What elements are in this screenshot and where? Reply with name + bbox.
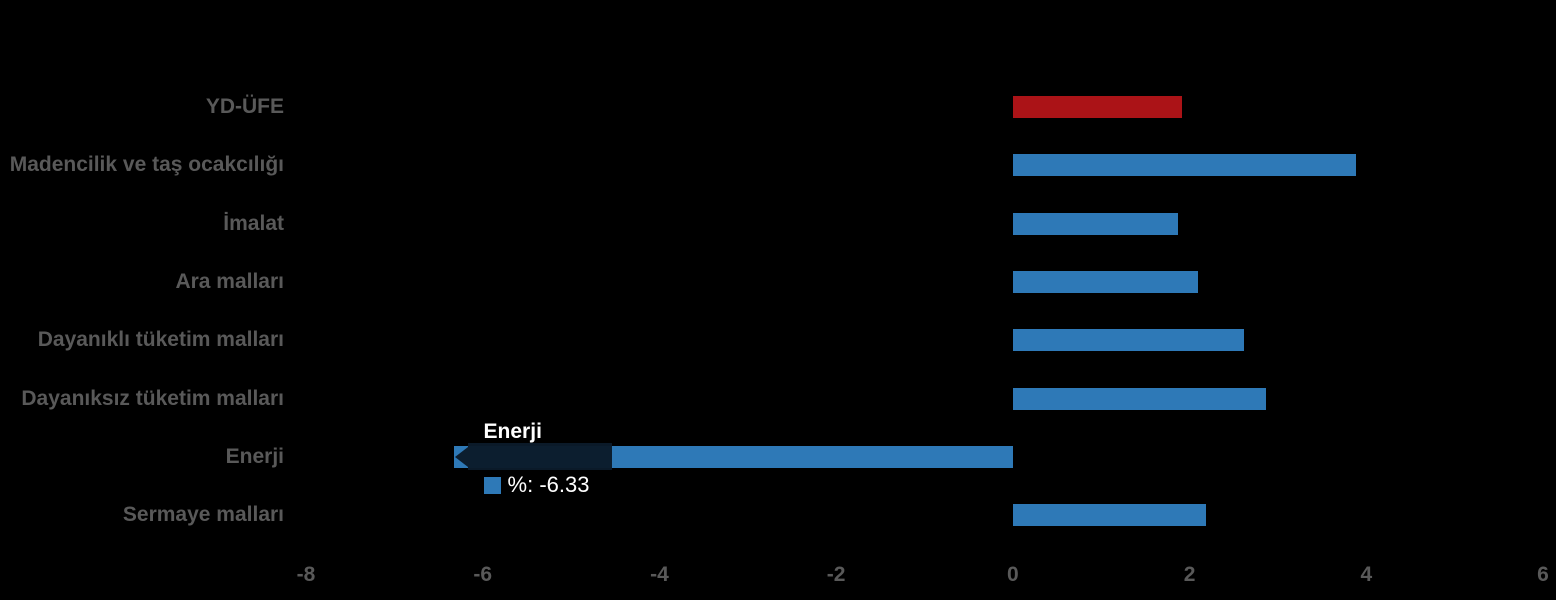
tooltip-box xyxy=(467,443,612,471)
x-tick-label: -4 xyxy=(650,563,669,586)
tooltip-series-swatch xyxy=(483,476,501,494)
bar[interactable] xyxy=(1012,329,1245,352)
tooltip-title: Enerji xyxy=(483,420,542,444)
x-tick-label: 4 xyxy=(1360,563,1373,586)
x-tick-label: 0 xyxy=(1007,563,1019,586)
x-tick-label: -8 xyxy=(296,563,316,586)
bar[interactable] xyxy=(1012,387,1267,410)
category-label: YD-ÜFE xyxy=(205,95,284,118)
category-label: Enerji xyxy=(225,444,284,468)
x-tick-label: 6 xyxy=(1537,563,1549,586)
x-tick-label: -6 xyxy=(473,563,493,586)
tooltip-value-row: %: -6.33 xyxy=(483,472,590,498)
bar[interactable] xyxy=(1012,96,1182,118)
category-label: İmalat xyxy=(223,211,284,235)
category-label: Ara malları xyxy=(175,269,284,293)
category-label: Sermaye malları xyxy=(122,503,284,527)
bar[interactable] xyxy=(1012,270,1199,293)
bar[interactable] xyxy=(1012,212,1179,235)
category-label: Dayanıklı tüketim malları xyxy=(37,328,284,352)
bar[interactable] xyxy=(1012,154,1356,177)
tooltip-value: %: -6.33 xyxy=(507,472,590,498)
bar[interactable] xyxy=(1012,504,1207,527)
category-label: Madencilik ve taş ocakcılığı xyxy=(9,153,284,177)
tooltip-pointer-left-icon xyxy=(454,446,468,467)
x-tick-label: 2 xyxy=(1183,563,1196,586)
category-label: Dayanıksız tüketim malları xyxy=(21,386,284,410)
tooltip: Enerji %: -6.33 xyxy=(454,420,614,497)
x-tick-label: -2 xyxy=(826,563,846,586)
